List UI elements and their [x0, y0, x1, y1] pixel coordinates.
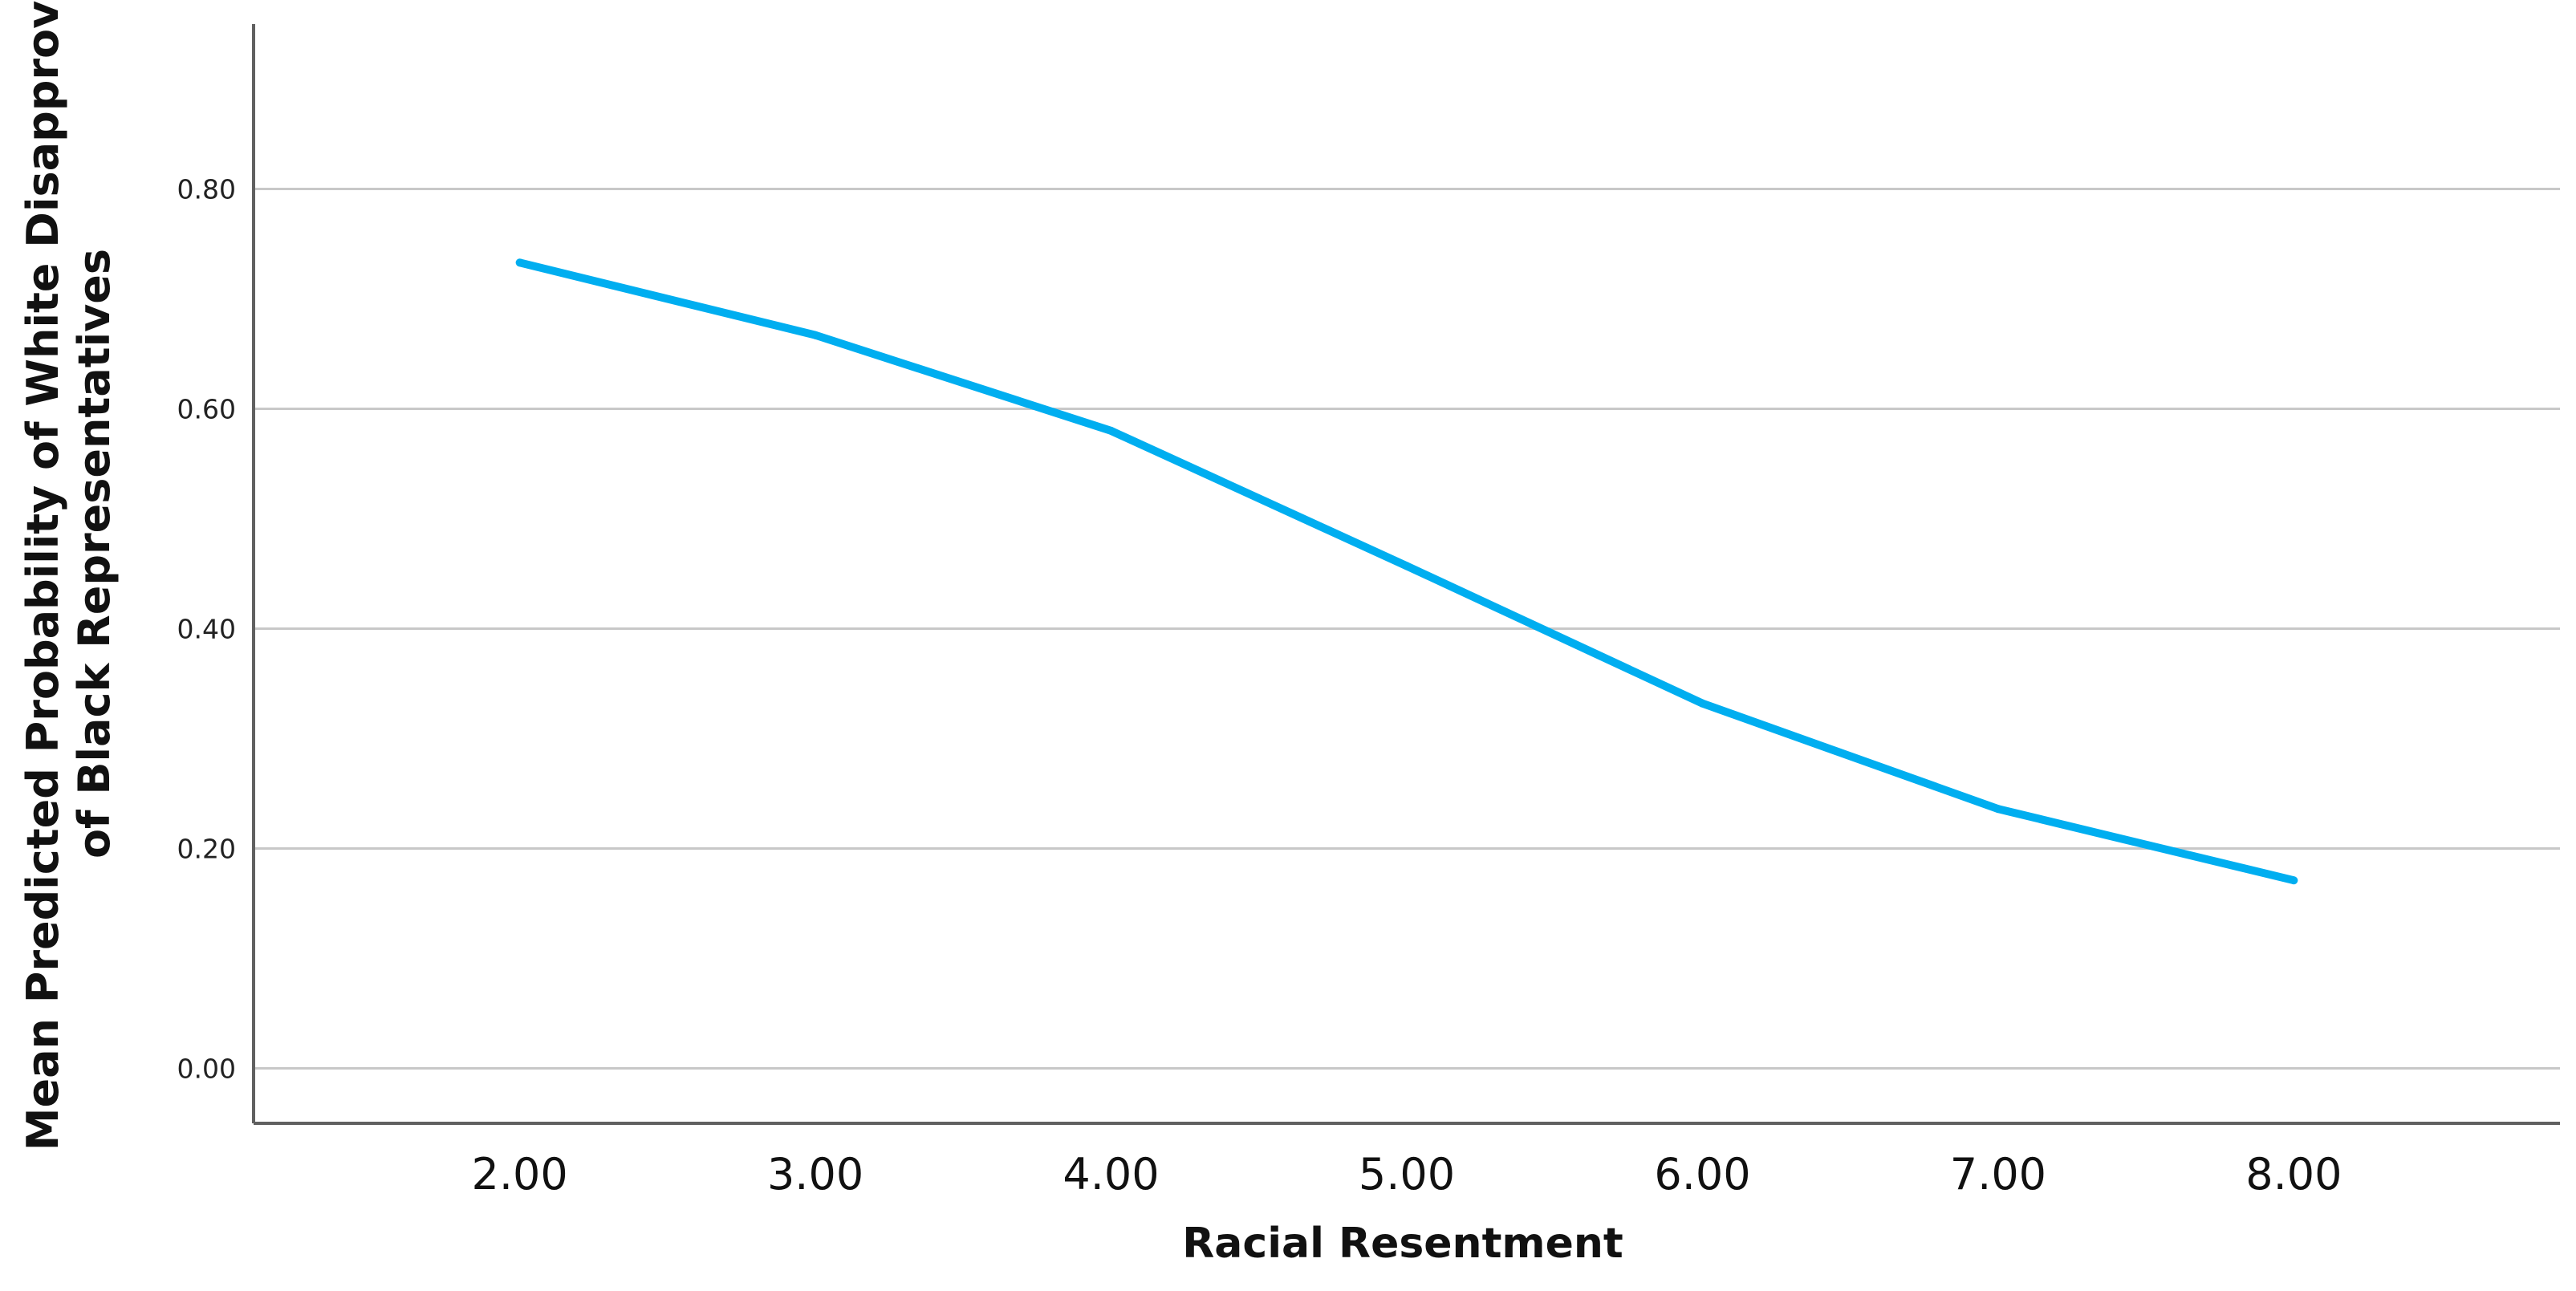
x-tick-label-5: 7.00	[1950, 1149, 2046, 1200]
data-point-0-2	[1107, 426, 1115, 435]
series-layer	[515, 258, 2298, 885]
data-point-0-5	[1993, 805, 2002, 814]
data-point-0-4	[1698, 699, 1707, 708]
y-tick-label-0: 0.00	[177, 1054, 236, 1085]
x-tick-label-6: 8.00	[2245, 1149, 2342, 1200]
y-axis-title-line-2: of Black Representatives	[69, 249, 120, 859]
data-point-0-1	[811, 331, 820, 339]
x-tick-label-2: 4.00	[1062, 1149, 1159, 1200]
y-tick-label-4: 0.80	[177, 174, 236, 205]
y-axis-title: Mean Predicted Probability of White Disa…	[18, 0, 120, 1151]
x-tick-label-4: 6.00	[1654, 1149, 1750, 1200]
data-point-0-6	[2290, 876, 2298, 885]
x-tick-label-1: 3.00	[767, 1149, 863, 1200]
grid-layer	[254, 188, 2560, 1070]
y-tick-label-2: 0.40	[177, 614, 236, 645]
y-axis-title-line-1: Mean Predicted Probability of White Disa…	[18, 0, 68, 1151]
axis-layer	[252, 24, 2560, 1125]
data-point-0-0	[515, 258, 524, 267]
x-tick-label-0: 2.00	[471, 1149, 567, 1200]
data-point-0-3	[1403, 562, 1411, 570]
x-axis-title: Racial Resentment	[1182, 1220, 1623, 1268]
series-line-0	[518, 258, 2295, 885]
y-tick-label-1: 0.20	[177, 834, 236, 865]
y-tick-label-3: 0.60	[177, 394, 236, 425]
label-layer: 0.00 0.20 0.40 0.60 0.80 2.00 3.00 4.00 5.00 6.00…	[177, 174, 2342, 1200]
x-tick-label-3: 5.00	[1359, 1149, 1455, 1200]
